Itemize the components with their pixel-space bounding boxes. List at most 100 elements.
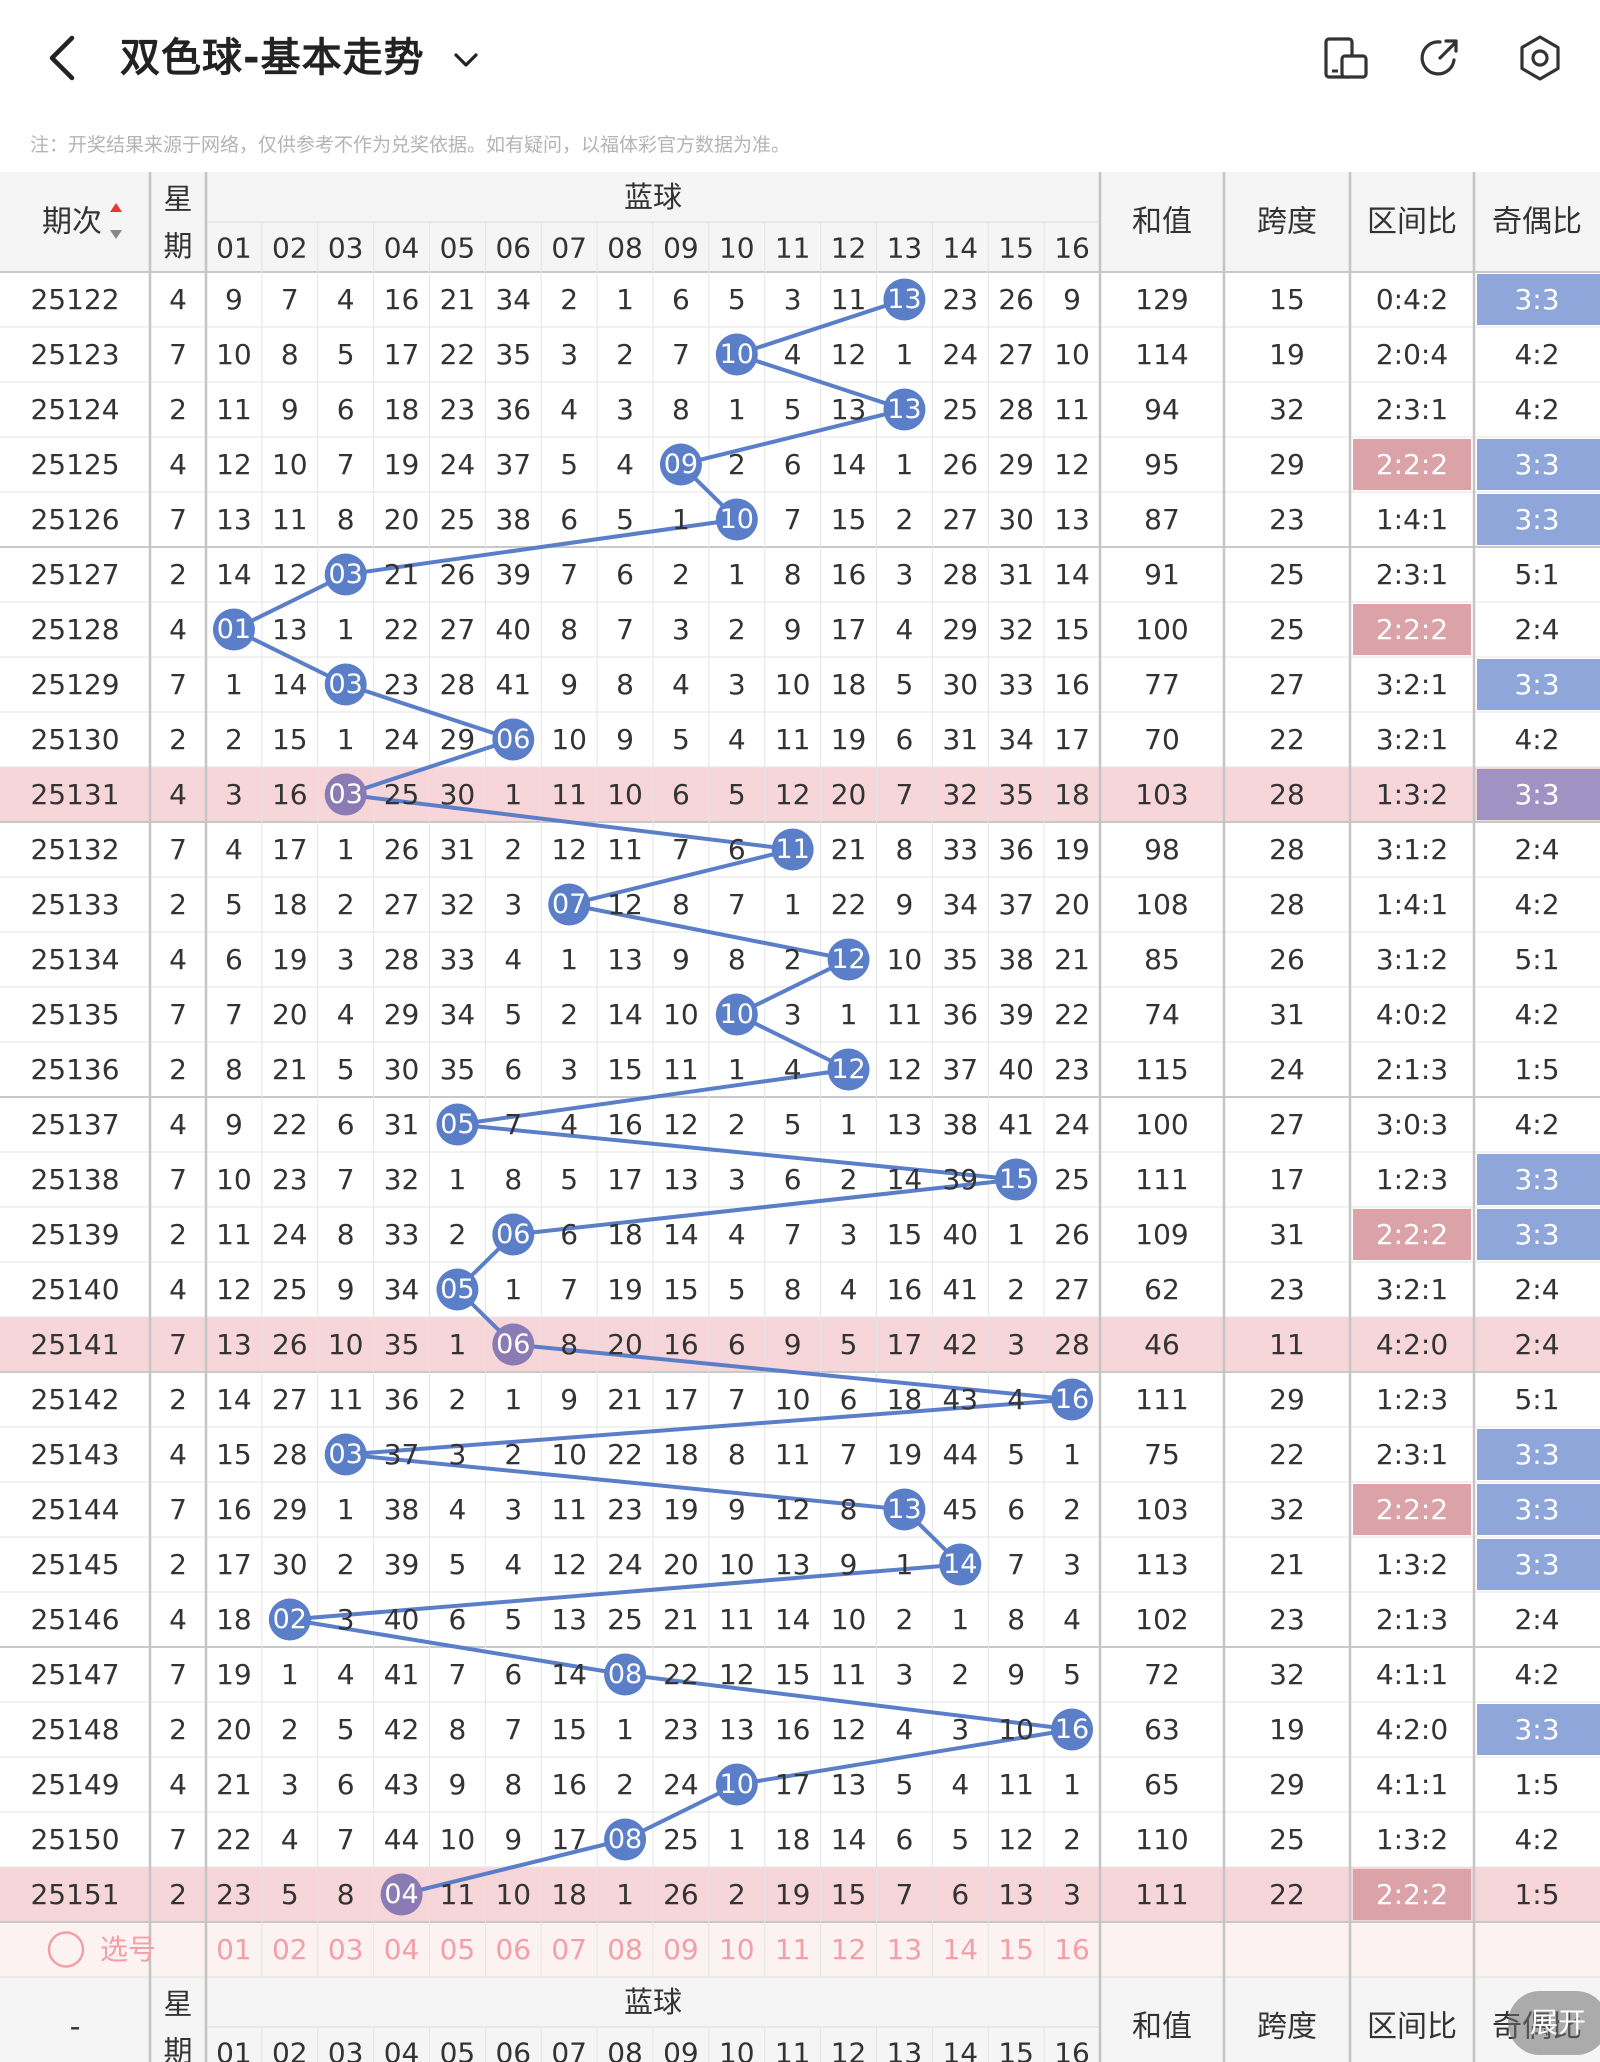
cell-miss: 15 [663, 1273, 699, 1306]
sort-up-icon[interactable] [110, 203, 122, 212]
cell-period: 25147 [30, 1658, 119, 1691]
select-blue-number[interactable]: 08 [607, 1933, 643, 1966]
cell-miss: 30 [272, 1548, 308, 1581]
cell-miss: 41 [998, 1108, 1034, 1141]
cell-odd: 3:3 [1514, 1493, 1559, 1526]
cell-zone: 1:3:2 [1376, 1548, 1448, 1581]
cell-miss: 5 [672, 723, 690, 756]
cell-miss: 9 [672, 943, 690, 976]
cell-span: 22 [1269, 1438, 1305, 1471]
select-blue-number[interactable]: 01 [216, 1933, 252, 1966]
select-blue-number[interactable]: 03 [328, 1933, 364, 1966]
cell-miss: 28 [272, 1438, 308, 1471]
select-blue-number[interactable]: 11 [775, 1933, 811, 1966]
select-blue-number[interactable]: 02 [272, 1933, 308, 1966]
device-icon[interactable] [1320, 32, 1372, 84]
cell-sum: 115 [1135, 1053, 1188, 1086]
cell-span: 28 [1269, 833, 1305, 866]
cell-odd: 4:2 [1514, 393, 1559, 426]
cell-miss: 18 [272, 888, 308, 921]
select-blue-number[interactable]: 05 [440, 1933, 476, 1966]
cell-miss: 13 [663, 1163, 699, 1196]
cell-miss: 9 [225, 283, 243, 316]
select-blue-number[interactable]: 09 [663, 1933, 699, 1966]
select-blue-number[interactable]: 06 [495, 1933, 531, 1966]
cell-span: 27 [1269, 668, 1305, 701]
cell-miss: 12 [998, 1823, 1034, 1856]
cell-miss: 5 [225, 888, 243, 921]
select-circle-icon[interactable] [47, 1931, 85, 1968]
select-blue-number[interactable]: 04 [384, 1933, 420, 1966]
blue-ball-number: 01 [217, 614, 251, 645]
select-blue-number[interactable]: 07 [551, 1933, 587, 1966]
share-icon[interactable] [1414, 32, 1466, 84]
sort-down-icon[interactable] [110, 230, 122, 239]
cell-miss: 1 [728, 393, 746, 426]
header-blue-number: 10 [719, 232, 755, 265]
cell-span: 32 [1269, 393, 1305, 426]
header-blue-number: 09 [663, 232, 699, 265]
cell-miss: 4 [728, 1218, 746, 1251]
cell-miss: 21 [1054, 943, 1090, 976]
cell-miss: 33 [384, 1218, 420, 1251]
cell-miss: 30 [942, 668, 978, 701]
select-label[interactable]: 选号 [100, 1933, 156, 1966]
select-blue-number[interactable]: 12 [831, 1933, 867, 1966]
cell-miss: 2 [728, 1108, 746, 1141]
cell-miss: 18 [887, 1383, 923, 1416]
cell-miss: 2 [616, 338, 634, 371]
cell-miss: 34 [440, 998, 476, 1031]
cell-miss: 14 [607, 998, 643, 1031]
cell-span: 26 [1269, 943, 1305, 976]
cell-miss: 1 [560, 943, 578, 976]
blue-ball [492, 718, 535, 761]
cell-miss: 1 [449, 1328, 467, 1361]
cell-miss: 7 [784, 1218, 802, 1251]
cell-zone: 2:2:2 [1376, 1493, 1448, 1526]
cell-miss: 1 [225, 668, 243, 701]
select-blue-number[interactable]: 10 [719, 1933, 755, 1966]
cell-miss: 3 [1063, 1878, 1081, 1911]
cell-span: 32 [1269, 1493, 1305, 1526]
chevron-down-icon[interactable] [448, 42, 484, 78]
cell-miss: 19 [831, 723, 867, 756]
select-blue-number[interactable]: 13 [887, 1933, 923, 1966]
cell-zone: 2:3:1 [1376, 558, 1448, 591]
cell-miss: 7 [337, 1823, 355, 1856]
cell-miss: 4 [337, 283, 355, 316]
cell-odd: 4:2 [1514, 998, 1559, 1031]
odd-highlight [1477, 439, 1600, 490]
blue-ball [380, 1873, 423, 1916]
select-blue-number[interactable]: 14 [942, 1933, 978, 1966]
back-arrow-icon[interactable] [40, 28, 88, 88]
cell-miss: 3 [784, 283, 802, 316]
odd-highlight [1477, 1539, 1600, 1590]
cell-miss: 7 [281, 283, 299, 316]
cell-miss: 2 [337, 888, 355, 921]
cell-miss: 9 [504, 1823, 522, 1856]
select-blue-number[interactable]: 15 [998, 1933, 1034, 1966]
blue-ball [939, 1543, 982, 1586]
odd-highlight [1477, 1704, 1600, 1755]
header-blue-number: 05 [440, 2037, 476, 2062]
cell-miss: 38 [998, 943, 1034, 976]
cell-miss: 24 [272, 1218, 308, 1251]
cell-miss: 33 [440, 943, 476, 976]
select-blue-number[interactable]: 16 [1054, 1933, 1090, 1966]
blue-ball [827, 938, 870, 981]
cell-miss: 11 [998, 1768, 1034, 1801]
blue-ball-number: 05 [440, 1274, 474, 1305]
cell-miss: 4 [616, 448, 634, 481]
cell-miss: 3 [281, 1768, 299, 1801]
cell-period: 25138 [30, 1163, 119, 1196]
header-blue-number: 08 [607, 232, 643, 265]
cell-miss: 15 [831, 1878, 867, 1911]
expand-button[interactable]: 展开 [1508, 1991, 1600, 2055]
cell-miss: 2 [504, 833, 522, 866]
cell-miss: 4 [896, 1713, 914, 1746]
cell-miss: 33 [998, 668, 1034, 701]
cell-miss: 15 [775, 1658, 811, 1691]
cell-miss: 26 [942, 448, 978, 481]
settings-icon[interactable] [1514, 32, 1566, 84]
cell-miss: 9 [560, 1383, 578, 1416]
